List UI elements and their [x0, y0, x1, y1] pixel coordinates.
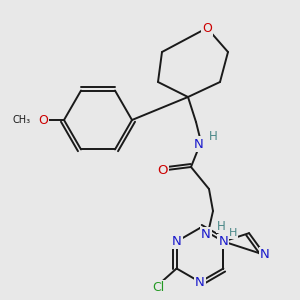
- Text: N: N: [195, 275, 205, 289]
- Text: H: H: [217, 220, 225, 232]
- Text: N: N: [194, 137, 204, 151]
- Text: Cl: Cl: [152, 281, 165, 294]
- Text: O: O: [158, 164, 168, 176]
- Text: CH₃: CH₃: [13, 115, 31, 125]
- Text: N: N: [172, 235, 182, 248]
- Text: H: H: [208, 130, 217, 142]
- Text: N: N: [260, 248, 270, 262]
- Text: N: N: [218, 235, 228, 248]
- Text: O: O: [38, 113, 48, 127]
- Text: O: O: [202, 22, 212, 34]
- Text: N: N: [201, 229, 211, 242]
- Text: H: H: [229, 229, 238, 238]
